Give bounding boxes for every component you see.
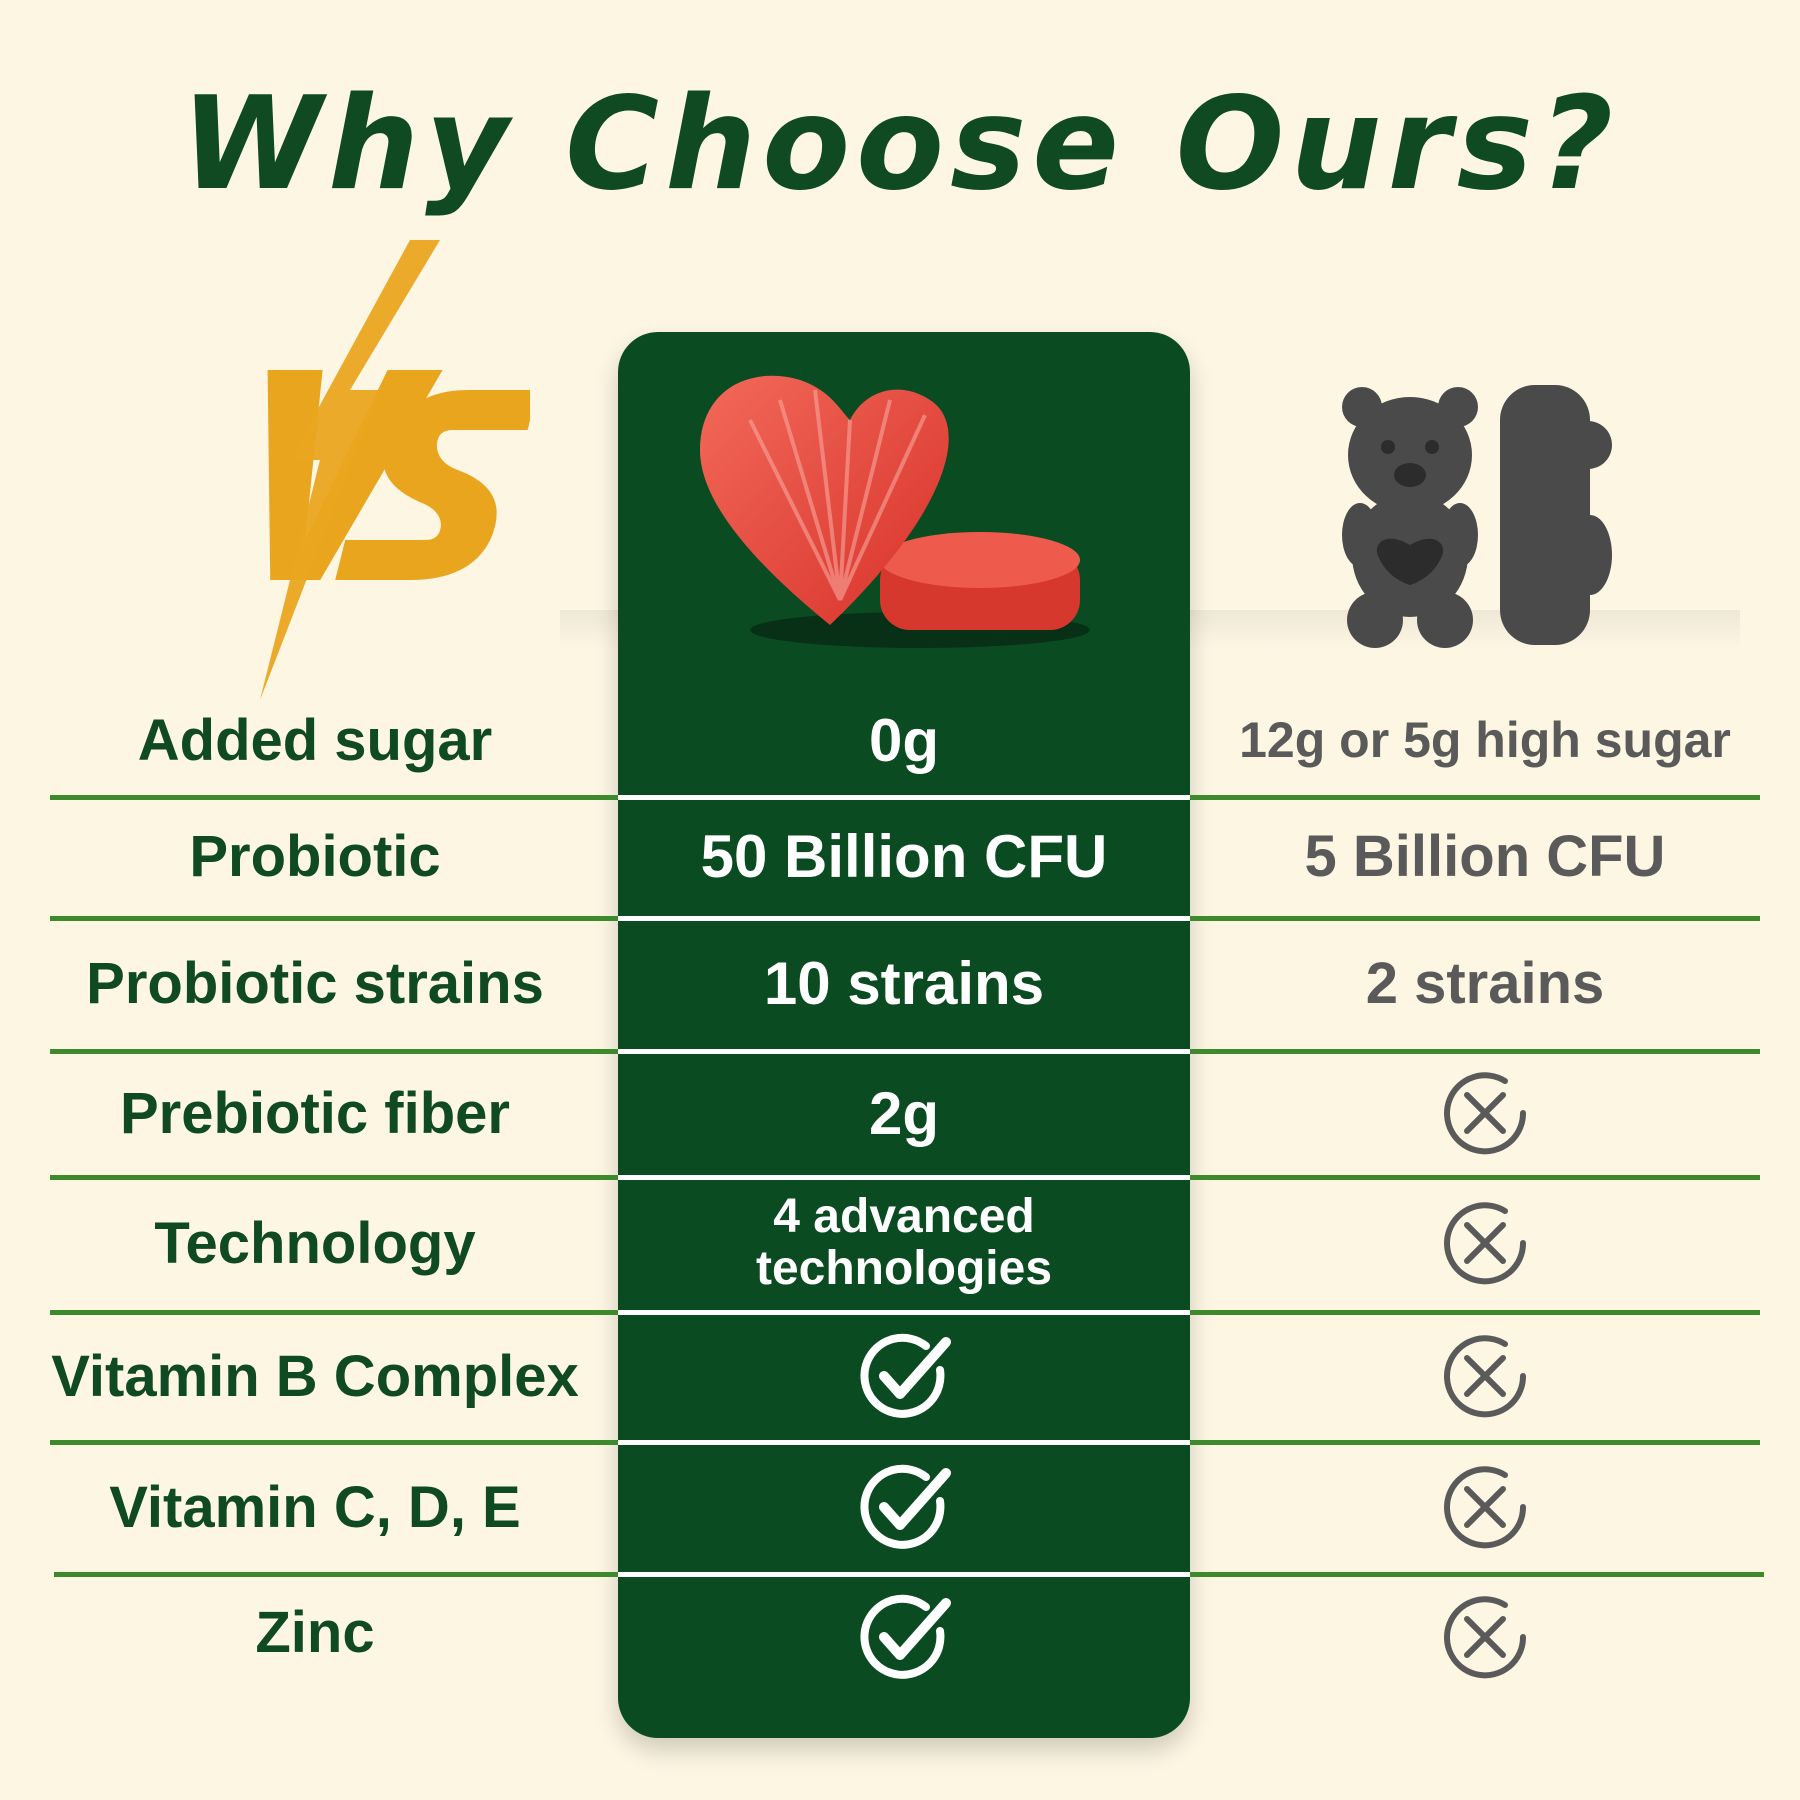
ours-vitamin-b-complex xyxy=(618,1315,1190,1437)
ours-probiotic-strains: 10 strains xyxy=(763,949,1045,1017)
row-label-probiotic-strains: Probiotic strains xyxy=(86,950,544,1016)
x-circle-icon xyxy=(1444,1596,1527,1679)
ours-zinc xyxy=(618,1577,1190,1697)
x-circle-icon xyxy=(1444,1335,1527,1418)
row-label-added-sugar: Added sugar xyxy=(137,707,493,773)
heart-gummy-image xyxy=(700,375,1090,648)
x-circle-icon xyxy=(1444,1466,1527,1549)
vs-logo xyxy=(260,240,530,700)
row-label-vitamin-cde: Vitamin C, D, E xyxy=(109,1474,521,1540)
theirs-zinc xyxy=(1195,1577,1775,1697)
ours-probiotic: 50 Billion CFU xyxy=(700,822,1108,890)
theirs-prebiotic-fiber xyxy=(1195,1054,1775,1172)
ours-technology-line1: 4 advanced xyxy=(773,1190,1035,1243)
theirs-vitamin-b-complex xyxy=(1195,1315,1775,1437)
row-label-vitamin-b-complex: Vitamin B Complex xyxy=(51,1343,579,1409)
bear-gummy-image xyxy=(1342,385,1612,648)
row-label-zinc: Zinc xyxy=(255,1599,375,1665)
row-divider-inner xyxy=(618,1175,1190,1180)
row-divider-inner xyxy=(618,1049,1190,1054)
row-divider-inner xyxy=(618,795,1190,800)
check-circle-icon xyxy=(860,1594,951,1679)
theirs-vitamin-cde xyxy=(1195,1445,1775,1569)
ours-added-sugar: 0g xyxy=(868,706,940,774)
x-circle-icon xyxy=(1444,1072,1527,1155)
ours-vitamin-cde xyxy=(618,1445,1190,1569)
theirs-probiotic-strains: 2 strains xyxy=(1365,950,1605,1016)
theirs-probiotic: 5 Billion CFU xyxy=(1304,823,1666,889)
row-divider-inner xyxy=(618,916,1190,921)
x-circle-icon xyxy=(1444,1202,1527,1285)
page-title: Why Choose Ours? xyxy=(180,70,1620,219)
theirs-added-sugar: 12g or 5g high sugar xyxy=(1239,712,1731,768)
check-circle-icon xyxy=(860,1333,951,1418)
row-divider-inner xyxy=(618,1572,1190,1577)
ours-prebiotic-fiber: 2g xyxy=(868,1079,940,1147)
ours-technology-line2: technologies xyxy=(755,1242,1053,1295)
row-label-probiotic: Probiotic xyxy=(189,823,441,889)
row-label-prebiotic-fiber: Prebiotic fiber xyxy=(120,1080,510,1146)
check-circle-icon xyxy=(860,1464,951,1549)
ours-technology: 4 advanced technologies xyxy=(618,1180,1190,1306)
theirs-technology xyxy=(1195,1180,1775,1306)
row-divider-inner xyxy=(618,1310,1190,1315)
row-divider-inner xyxy=(618,1440,1190,1445)
row-label-technology: Technology xyxy=(154,1210,476,1276)
